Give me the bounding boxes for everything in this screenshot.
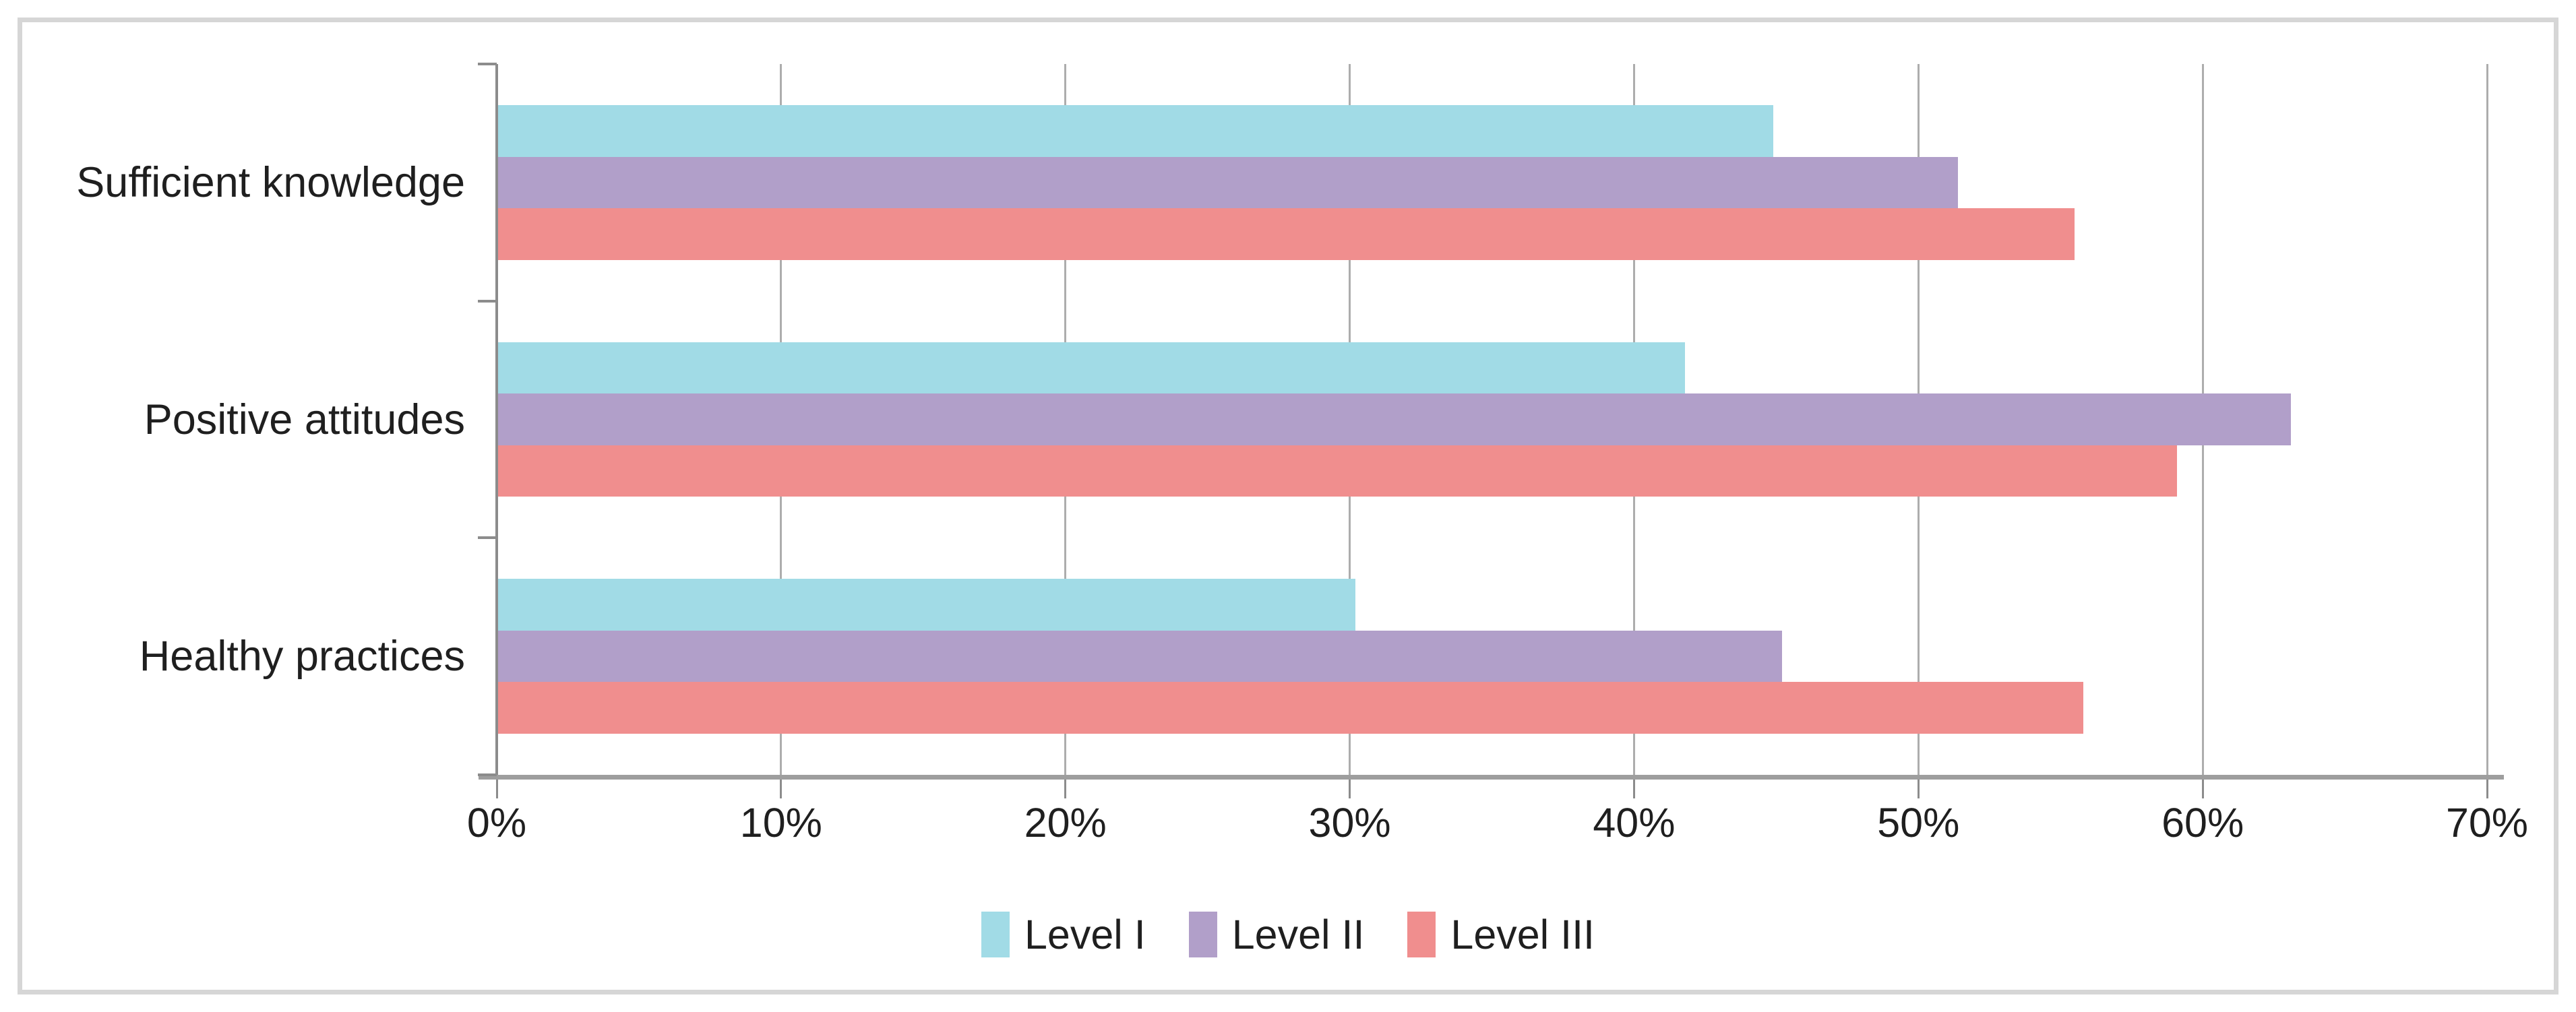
bar-level-i-sufficient-knowledge <box>497 105 1774 157</box>
x-tick-mark-60% <box>2201 780 2204 798</box>
y-tick-mark-2 <box>478 536 497 540</box>
bar-level-ii-healthy-practices <box>497 630 1782 683</box>
category-label-sufficient-knowledge: Sufficient knowledge <box>76 159 465 206</box>
x-tick-mark-0% <box>495 780 498 798</box>
category-label-healthy-practices: Healthy practices <box>139 633 465 680</box>
legend-entry-level-ii: Level II <box>1188 911 1365 958</box>
bar-level-iii-sufficient-knowledge <box>497 208 2075 260</box>
bar-level-i-positive-attitudes <box>497 342 1686 394</box>
bar-level-iii-healthy-practices <box>497 682 2083 734</box>
y-axis-line <box>495 64 498 776</box>
x-tick-label-20: 20% <box>1024 800 1107 846</box>
x-tick-mark-70% <box>2486 780 2488 798</box>
x-tick-label-70: 70% <box>2445 800 2529 846</box>
x-tick-mark-30% <box>1349 780 1351 798</box>
bar-level-ii-positive-attitudes <box>497 393 2291 445</box>
x-tick-label-0: 0% <box>466 800 527 846</box>
legend-entry-level-iii: Level III <box>1407 911 1595 958</box>
bar-level-ii-sufficient-knowledge <box>497 156 1959 209</box>
x-tick-mark-10% <box>780 780 783 798</box>
category-label-positive-attitudes: Positive attitudes <box>144 396 465 443</box>
bar-level-i-healthy-practices <box>497 579 1355 631</box>
gridline-70% <box>2486 64 2488 775</box>
y-tick-mark-3 <box>478 773 497 776</box>
x-tick-label-50: 50% <box>1877 800 1960 846</box>
legend-entry-level-i: Level I <box>981 911 1146 958</box>
legend-swatch-level-iii-icon <box>1407 912 1436 957</box>
bar-level-iii-positive-attitudes <box>497 445 2178 497</box>
plot-area <box>497 64 2488 775</box>
y-tick-mark-0 <box>478 63 497 65</box>
x-tick-mark-50% <box>1917 780 1920 798</box>
x-tick-mark-20% <box>1064 780 1067 798</box>
x-tick-mark-40% <box>1632 780 1635 798</box>
legend-label-level-i: Level I <box>1024 912 1146 957</box>
x-axis-line <box>479 775 2504 780</box>
legend-label-level-iii: Level III <box>1450 912 1595 957</box>
x-tick-label-10: 10% <box>739 800 822 846</box>
legend-label-level-ii: Level II <box>1231 912 1365 957</box>
x-tick-label-60: 60% <box>2161 800 2244 846</box>
legend-swatch-level-i-icon <box>981 912 1010 957</box>
y-tick-mark-1 <box>478 299 497 303</box>
x-tick-label-40: 40% <box>1593 800 1676 846</box>
x-tick-label-30: 30% <box>1308 800 1391 846</box>
legend: Level I Level II Level III <box>981 911 1595 958</box>
legend-swatch-level-ii-icon <box>1188 912 1217 957</box>
